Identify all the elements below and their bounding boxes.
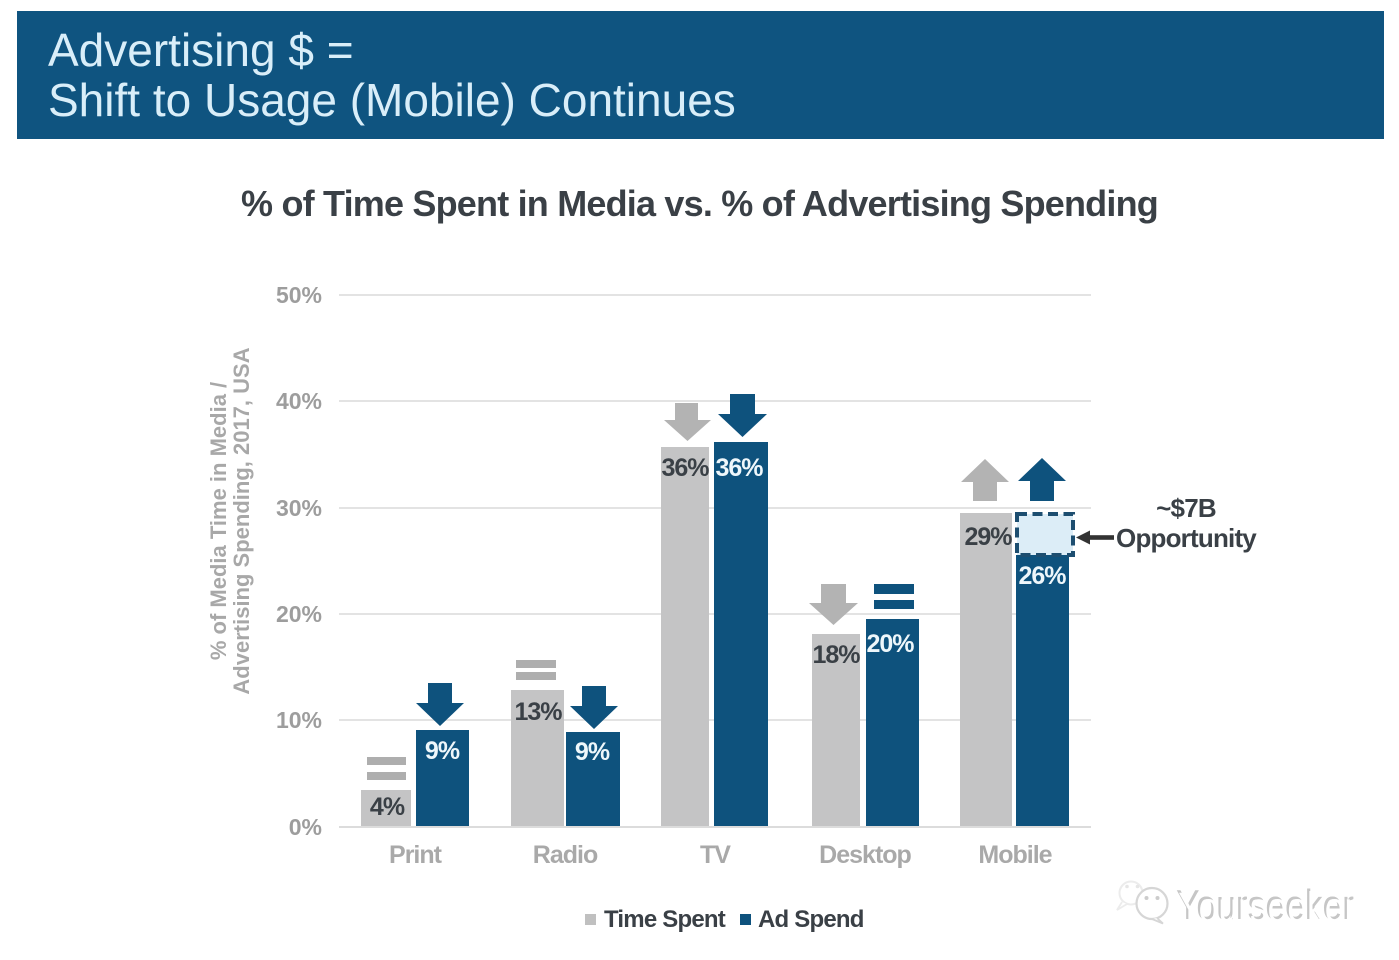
svg-text:Yourseeker: Yourseeker xyxy=(1178,883,1356,930)
svg-text:Yourseeker: Yourseeker xyxy=(1176,881,1354,928)
